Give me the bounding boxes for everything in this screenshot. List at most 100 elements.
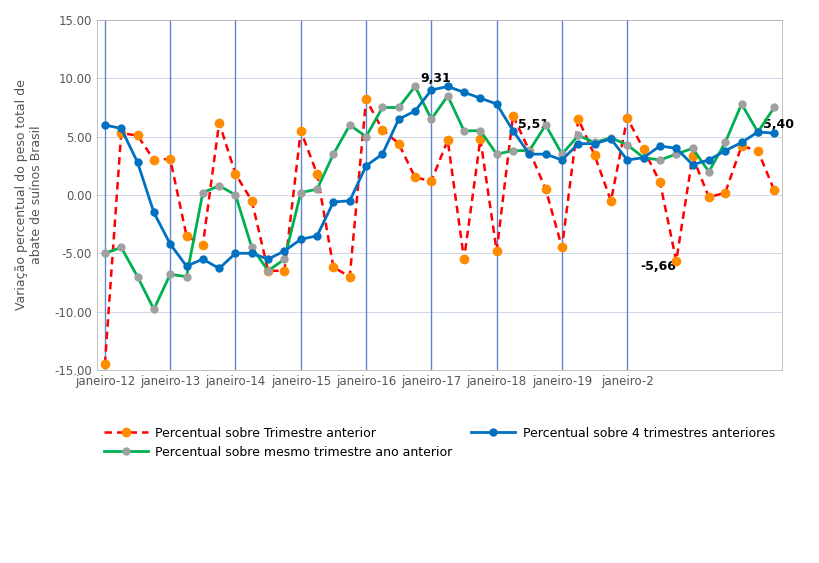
Percentual sobre mesmo trimestre ano anterior	[181, 273, 191, 280]
Line: Percentual sobre Trimestre anterior: Percentual sobre Trimestre anterior	[101, 95, 777, 368]
Percentual sobre 4 trimestres anteriores	[328, 199, 338, 205]
Percentual sobre mesmo trimestre ano anterior	[768, 104, 778, 111]
Percentual sobre mesmo trimestre ano anterior	[719, 139, 729, 146]
Percentual sobre 4 trimestres anteriores	[442, 83, 452, 90]
Percentual sobre Trimestre anterior	[377, 126, 387, 133]
Text: 5,51: 5,51	[518, 118, 548, 131]
Percentual sobre mesmo trimestre ano anterior	[426, 116, 436, 123]
Percentual sobre 4 trimestres anteriores	[100, 122, 110, 128]
Percentual sobre mesmo trimestre ano anterior	[638, 154, 648, 161]
Percentual sobre Trimestre anterior	[475, 136, 485, 142]
Percentual sobre 4 trimestres anteriores	[459, 89, 468, 96]
Percentual sobre 4 trimestres anteriores	[393, 116, 403, 123]
Percentual sobre 4 trimestres anteriores	[508, 127, 518, 134]
Percentual sobre mesmo trimestre ano anterior	[524, 148, 534, 154]
Percentual sobre Trimestre anterior	[296, 127, 305, 134]
Percentual sobre Trimestre anterior	[589, 152, 599, 159]
Percentual sobre mesmo trimestre ano anterior	[312, 186, 322, 193]
Percentual sobre Trimestre anterior	[214, 119, 224, 126]
Percentual sobre Trimestre anterior	[752, 148, 762, 154]
Percentual sobre mesmo trimestre ano anterior	[475, 127, 485, 134]
Percentual sobre 4 trimestres anteriores	[133, 159, 143, 166]
Percentual sobre 4 trimestres anteriores	[735, 139, 745, 146]
Percentual sobre 4 trimestres anteriores	[410, 108, 419, 114]
Percentual sobre 4 trimestres anteriores	[719, 148, 729, 154]
Percentual sobre mesmo trimestre ano anterior	[752, 128, 762, 135]
Percentual sobre Trimestre anterior	[247, 198, 256, 204]
Percentual sobre Trimestre anterior	[719, 189, 729, 196]
Percentual sobre Trimestre anterior	[442, 137, 452, 144]
Percentual sobre 4 trimestres anteriores	[768, 130, 778, 137]
Percentual sobre Trimestre anterior	[671, 258, 681, 265]
Percentual sobre Trimestre anterior	[687, 153, 697, 160]
Percentual sobre mesmo trimestre ano anterior	[556, 151, 566, 158]
Percentual sobre mesmo trimestre ano anterior	[133, 273, 143, 280]
Percentual sobre Trimestre anterior	[100, 361, 110, 368]
Percentual sobre 4 trimestres anteriores	[181, 263, 191, 270]
Percentual sobre 4 trimestres anteriores	[279, 248, 289, 254]
Percentual sobre Trimestre anterior	[704, 194, 713, 200]
Percentual sobre Trimestre anterior	[116, 130, 126, 137]
Text: -5,66: -5,66	[640, 260, 676, 273]
Percentual sobre mesmo trimestre ano anterior	[149, 306, 159, 312]
Percentual sobre Trimestre anterior	[165, 155, 175, 162]
Percentual sobre mesmo trimestre ano anterior	[622, 141, 631, 148]
Percentual sobre 4 trimestres anteriores	[687, 161, 697, 168]
Percentual sobre Trimestre anterior	[508, 112, 518, 119]
Percentual sobre 4 trimestres anteriores	[475, 95, 485, 101]
Percentual sobre 4 trimestres anteriores	[589, 140, 599, 147]
Percentual sobre mesmo trimestre ano anterior	[687, 145, 697, 151]
Percentual sobre Trimestre anterior	[263, 267, 273, 274]
Percentual sobre 4 trimestres anteriores	[605, 136, 615, 142]
Percentual sobre 4 trimestres anteriores	[247, 250, 256, 257]
Percentual sobre Trimestre anterior	[556, 244, 566, 251]
Percentual sobre 4 trimestres anteriores	[149, 209, 159, 216]
Percentual sobre Trimestre anterior	[360, 96, 370, 102]
Percentual sobre mesmo trimestre ano anterior	[377, 104, 387, 111]
Percentual sobre Trimestre anterior	[540, 186, 550, 193]
Percentual sobre Trimestre anterior	[622, 115, 631, 122]
Percentual sobre 4 trimestres anteriores	[426, 87, 436, 93]
Percentual sobre mesmo trimestre ano anterior	[165, 271, 175, 278]
Percentual sobre mesmo trimestre ano anterior	[214, 182, 224, 189]
Percentual sobre mesmo trimestre ano anterior	[230, 191, 240, 198]
Percentual sobre mesmo trimestre ano anterior	[605, 135, 615, 141]
Y-axis label: Variação percentual do peso total de
abate de suínos Brasil: Variação percentual do peso total de aba…	[15, 79, 43, 310]
Percentual sobre Trimestre anterior	[654, 179, 664, 186]
Percentual sobre Trimestre anterior	[735, 142, 745, 149]
Percentual sobre mesmo trimestre ano anterior	[247, 244, 256, 251]
Percentual sobre mesmo trimestre ano anterior	[100, 250, 110, 257]
Percentual sobre mesmo trimestre ano anterior	[410, 83, 419, 90]
Percentual sobre Trimestre anterior	[459, 256, 468, 262]
Percentual sobre mesmo trimestre ano anterior	[704, 168, 713, 175]
Percentual sobre Trimestre anterior	[133, 132, 143, 139]
Percentual sobre Trimestre anterior	[345, 273, 355, 280]
Percentual sobre 4 trimestres anteriores	[345, 198, 355, 204]
Percentual sobre mesmo trimestre ano anterior	[735, 101, 745, 108]
Percentual sobre 4 trimestres anteriores	[296, 236, 305, 243]
Percentual sobre 4 trimestres anteriores	[752, 128, 762, 135]
Percentual sobre mesmo trimestre ano anterior	[197, 189, 207, 196]
Percentual sobre mesmo trimestre ano anterior	[296, 189, 305, 196]
Percentual sobre 4 trimestres anteriores	[622, 157, 631, 163]
Percentual sobre mesmo trimestre ano anterior	[442, 92, 452, 99]
Percentual sobre mesmo trimestre ano anterior	[360, 133, 370, 140]
Percentual sobre Trimestre anterior	[768, 187, 778, 194]
Percentual sobre 4 trimestres anteriores	[491, 101, 501, 108]
Percentual sobre 4 trimestres anteriores	[214, 265, 224, 272]
Percentual sobre mesmo trimestre ano anterior	[279, 256, 289, 262]
Percentual sobre 4 trimestres anteriores	[165, 240, 175, 247]
Percentual sobre 4 trimestres anteriores	[263, 256, 273, 262]
Percentual sobre mesmo trimestre ano anterior	[572, 132, 582, 139]
Percentual sobre mesmo trimestre ano anterior	[508, 148, 518, 154]
Percentual sobre mesmo trimestre ano anterior	[116, 244, 126, 251]
Percentual sobre mesmo trimestre ano anterior	[328, 151, 338, 158]
Percentual sobre mesmo trimestre ano anterior	[459, 127, 468, 134]
Percentual sobre 4 trimestres anteriores	[671, 145, 681, 151]
Percentual sobre mesmo trimestre ano anterior	[654, 157, 664, 163]
Percentual sobre 4 trimestres anteriores	[572, 140, 582, 147]
Percentual sobre 4 trimestres anteriores	[312, 233, 322, 239]
Percentual sobre Trimestre anterior	[524, 148, 534, 154]
Percentual sobre Trimestre anterior	[149, 157, 159, 163]
Percentual sobre 4 trimestres anteriores	[377, 151, 387, 158]
